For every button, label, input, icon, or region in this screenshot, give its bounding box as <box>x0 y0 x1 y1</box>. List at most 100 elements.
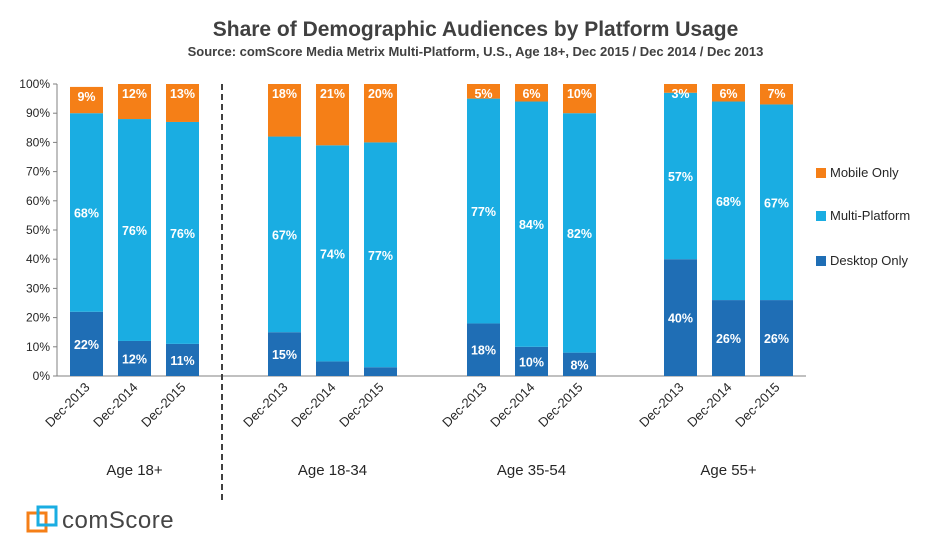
x-tick-label: Dec-2015 <box>535 380 585 430</box>
bar-segment-mobile-only <box>712 84 745 102</box>
bar-segment-mobile-only <box>364 84 397 143</box>
bar-segment-mobile-only <box>268 84 301 137</box>
bar-segment-mobile-only <box>563 84 596 114</box>
data-label: 7% <box>767 87 785 101</box>
y-tick-label: 10% <box>26 340 50 354</box>
x-tick-label: Dec-2013 <box>240 380 290 430</box>
bar-segment-multi-platform <box>515 101 548 347</box>
bar-segment-mobile-only <box>664 84 697 93</box>
data-label: 3% <box>671 87 689 101</box>
bar-segment-mobile-only <box>118 84 151 120</box>
chart-title: Share of Demographic Audiences by Platfo… <box>212 18 739 41</box>
y-tick-label: 40% <box>26 252 50 266</box>
bar-segment-multi-platform <box>760 104 793 301</box>
y-tick-label: 50% <box>26 223 50 237</box>
bar-segment-mobile-only <box>70 86 103 114</box>
y-tick-label: 30% <box>26 281 50 295</box>
bar-segment-mobile-only <box>316 84 349 146</box>
comscore-logo-text: comScore <box>62 507 175 534</box>
data-label: 18% <box>272 87 297 101</box>
bar-segment-desktop-only <box>467 323 500 376</box>
data-label: 21% <box>320 87 345 101</box>
x-tick-label: Dec-2015 <box>732 380 782 430</box>
y-tick-label: 90% <box>26 106 50 120</box>
bar-segment-desktop-only <box>364 367 397 376</box>
data-label: 77% <box>368 249 393 263</box>
bar-segment-desktop-only <box>316 361 349 376</box>
data-label: 84% <box>519 218 544 232</box>
data-label: 15% <box>272 348 297 362</box>
group-label: Age 55+ <box>700 462 757 479</box>
data-label: 67% <box>272 228 297 242</box>
legend-swatch <box>816 168 826 178</box>
comscore-logo: comScore <box>26 505 226 539</box>
bar-segment-multi-platform <box>664 92 697 260</box>
legend-swatch <box>816 256 826 266</box>
bar-segment-multi-platform <box>712 101 745 301</box>
chart-subtitle: Source: comScore Media Metrix Multi-Plat… <box>187 44 764 59</box>
bar-segment-desktop-only <box>563 352 596 376</box>
x-tick-label: Dec-2015 <box>336 380 386 430</box>
data-label: 67% <box>764 196 789 210</box>
bar-segment-mobile-only <box>760 84 793 105</box>
x-tick-label: Dec-2013 <box>42 380 92 430</box>
bar-segment-desktop-only <box>712 300 745 376</box>
bar-segment-mobile-only <box>467 84 500 99</box>
y-tick-label: 100% <box>19 77 50 91</box>
bar-segment-desktop-only <box>268 332 301 376</box>
group-label: Age 18+ <box>106 462 163 479</box>
x-tick-label: Dec-2014 <box>288 380 338 430</box>
bar-segment-desktop-only <box>515 346 548 376</box>
bar-segment-multi-platform <box>70 113 103 312</box>
data-label: 11% <box>170 354 194 368</box>
bar-segment-multi-platform <box>316 145 349 362</box>
data-label: 20% <box>368 87 393 101</box>
data-label: 57% <box>668 170 693 184</box>
data-label: 26% <box>716 332 741 346</box>
data-label: 77% <box>471 205 496 219</box>
data-label: 18% <box>471 344 496 358</box>
data-label: 40% <box>668 312 693 326</box>
bar-segment-multi-platform <box>268 136 301 333</box>
y-tick-label: 0% <box>33 369 51 383</box>
y-tick-label: 20% <box>26 311 50 325</box>
x-tick-label: Dec-2014 <box>684 380 734 430</box>
data-label: 6% <box>719 87 737 101</box>
data-label: 12% <box>122 352 147 366</box>
bar-segment-mobile-only <box>515 84 548 102</box>
y-tick-label: 60% <box>26 194 50 208</box>
bar-segment-multi-platform <box>166 121 199 344</box>
data-label: 26% <box>764 332 789 346</box>
data-label: 13% <box>170 87 195 101</box>
y-tick-label: 70% <box>26 165 50 179</box>
group-label: Age 35-54 <box>497 462 566 479</box>
bar-segment-desktop-only <box>70 311 103 376</box>
data-label: 10% <box>519 355 544 369</box>
x-tick-label: Dec-2013 <box>636 380 686 430</box>
bar-segment-multi-platform <box>467 98 500 324</box>
bar-segment-multi-platform <box>364 142 397 368</box>
data-label: 76% <box>170 227 195 241</box>
data-label: 6% <box>522 87 540 101</box>
bar-segment-desktop-only <box>118 340 151 376</box>
bar-segment-multi-platform <box>563 113 596 353</box>
data-label: 5% <box>474 87 492 101</box>
bar-segment-mobile-only <box>166 84 199 122</box>
data-label: 12% <box>122 87 147 101</box>
data-label: 68% <box>716 195 741 209</box>
data-label: 82% <box>567 227 592 241</box>
bar-segment-desktop-only <box>664 259 697 376</box>
comscore-logo-icon <box>26 505 58 533</box>
legend-label: Multi-Platform <box>830 208 910 223</box>
data-label: 76% <box>122 224 147 238</box>
x-tick-label: Dec-2015 <box>138 380 188 430</box>
bar-segment-desktop-only <box>166 343 199 376</box>
bar-segment-desktop-only <box>760 300 793 376</box>
x-tick-label: Dec-2014 <box>90 380 140 430</box>
group-label: Age 18-34 <box>298 462 367 479</box>
data-label: 22% <box>74 338 99 352</box>
data-label: 10% <box>567 87 592 101</box>
bar-segment-multi-platform <box>118 119 151 341</box>
data-label: 68% <box>74 206 99 220</box>
